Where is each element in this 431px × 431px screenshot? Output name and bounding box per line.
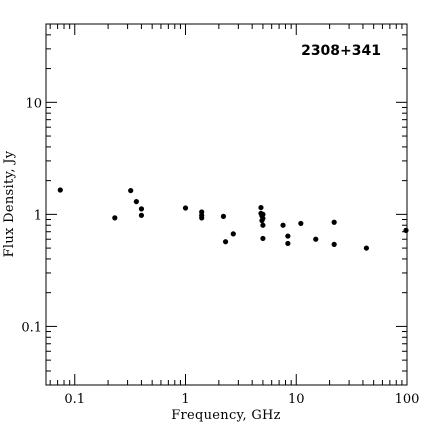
data-point: [199, 215, 205, 221]
data-point: [260, 211, 266, 217]
x-tick-label: 100: [395, 392, 420, 407]
data-point: [280, 222, 286, 228]
data-point: [260, 235, 266, 242]
data-point: [222, 239, 229, 245]
data-point: [112, 215, 118, 221]
axis-ticks: [46, 23, 408, 386]
data-point: [313, 236, 319, 242]
data-point: [298, 220, 304, 227]
y-tick-label: 10: [25, 96, 42, 111]
data-point: [220, 213, 227, 219]
data-point: [403, 227, 409, 233]
plot-frame: [45, 23, 408, 386]
data-point: [133, 198, 139, 205]
data-points: [57, 187, 409, 251]
data-point: [230, 231, 236, 237]
data-point: [331, 219, 337, 225]
data-point: [138, 206, 145, 212]
x-axis-label: Frequency, GHz: [171, 408, 281, 423]
y-axis-label: Flux Density, Jy: [2, 150, 17, 257]
y-tick-label: 0.1: [21, 320, 42, 335]
x-tick-label: 1: [181, 392, 189, 407]
data-point: [363, 245, 370, 251]
data-point: [128, 187, 134, 194]
x-tick-labels: 0.1 1 10 100: [64, 392, 419, 407]
y-tick-labels: 0.1 1 10: [21, 96, 42, 335]
data-point: [260, 215, 266, 222]
data-point: [138, 212, 145, 218]
data-point: [331, 241, 337, 247]
data-point: [285, 233, 291, 239]
chart-title: 2308+341: [301, 43, 381, 59]
data-point: [182, 205, 189, 211]
x-tick-label: 0.1: [64, 392, 85, 407]
x-tick-label: 10: [288, 392, 305, 407]
y-tick-label: 1: [34, 208, 42, 223]
data-point: [260, 222, 266, 228]
data-point: [258, 204, 264, 211]
data-point: [285, 240, 291, 247]
data-point: [57, 187, 63, 193]
